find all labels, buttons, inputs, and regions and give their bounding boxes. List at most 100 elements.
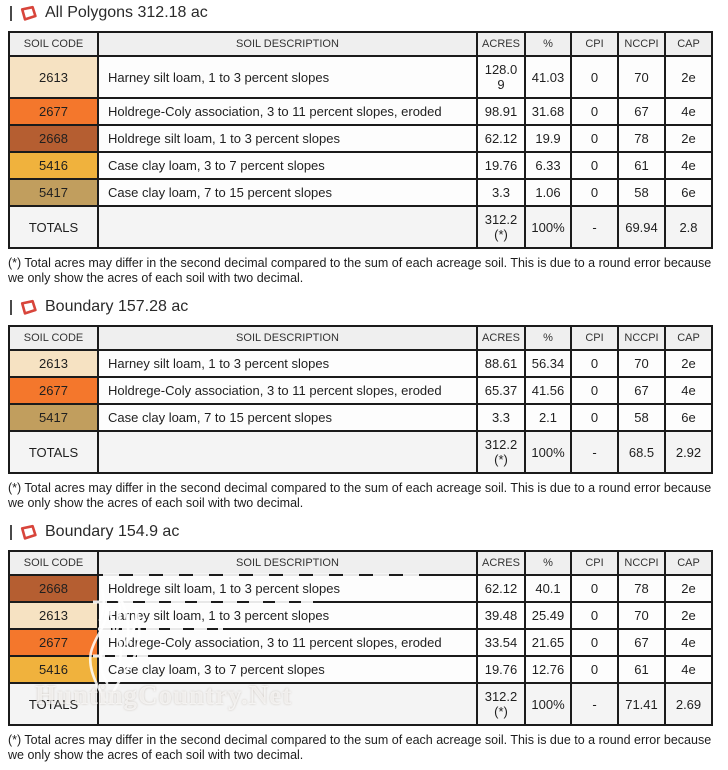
- totals-empty-cell: [97, 430, 478, 474]
- column-header-soil-code: SOIL CODE: [8, 325, 99, 351]
- cpi-cell: 0: [570, 655, 619, 684]
- column-header-percent: %: [524, 325, 572, 351]
- polygon-icon: [19, 5, 38, 22]
- cap-cell: 4e: [664, 376, 713, 405]
- nccpi-cell: 58: [617, 403, 666, 432]
- totals-acres-cell: 312.2(*): [476, 430, 526, 474]
- cpi-cell: 0: [570, 574, 619, 603]
- nccpi-cell: 70: [617, 601, 666, 630]
- totals-acres-cell: 312.2(*): [476, 205, 526, 249]
- acres-cell: 3.3: [476, 403, 526, 432]
- cpi-cell: 0: [570, 124, 619, 153]
- header-row: SOIL CODE SOIL DESCRIPTION ACRES% CPI NCCPI C…: [8, 325, 713, 351]
- acres-cell: 65.37: [476, 376, 526, 405]
- section-title-boundary-157: Boundary 157.28 ac: [10, 298, 720, 316]
- cap-cell: 2e: [664, 601, 713, 630]
- column-header-cap: CAP: [664, 31, 713, 57]
- totals-percent-cell: 100%: [524, 430, 572, 474]
- soil-description-cell: Holdrege-Coly association, 3 to 11 perce…: [97, 628, 478, 657]
- column-header-nccpi: NCCPI: [617, 31, 666, 57]
- percent-cell: 21.65: [524, 628, 572, 657]
- soil-row: 2668 Holdrege silt loam, 1 to 3 percent s…: [8, 574, 713, 603]
- soil-code-cell: 2677: [8, 97, 99, 126]
- column-header-nccpi: NCCPI: [617, 325, 666, 351]
- soil-code-cell: 2668: [8, 574, 99, 603]
- percent-cell: 41.03: [524, 55, 572, 99]
- totals-cpi-cell: -: [570, 430, 619, 474]
- column-header-soil-code: SOIL CODE: [8, 31, 99, 57]
- percent-cell: 31.68: [524, 97, 572, 126]
- totals-cap-cell: 2.92: [664, 430, 713, 474]
- table-watermark-wrapper: SOIL CODE SOIL DESCRIPTION ACRES% CPI NCCPI C…: [8, 550, 713, 726]
- soil-row: 2613 Harney silt loam, 1 to 3 percent slo…: [8, 601, 713, 630]
- acres-cell: 33.54: [476, 628, 526, 657]
- totals-cap-cell: 2.69: [664, 682, 713, 726]
- acres-cell: 19.76: [476, 151, 526, 180]
- column-header-cpi: CPI: [570, 31, 619, 57]
- column-header-percent: %: [524, 550, 572, 576]
- column-header-cpi: CPI: [570, 550, 619, 576]
- cap-cell: 2e: [664, 349, 713, 378]
- totals-nccpi-cell: 71.41: [617, 682, 666, 726]
- soil-row: 2677 Holdrege-Coly association, 3 to 11 p…: [8, 376, 713, 405]
- soil-table: SOIL CODE SOIL DESCRIPTION ACRES% CPI NCCPI C…: [8, 325, 713, 474]
- acres-cell: 19.76: [476, 655, 526, 684]
- cpi-cell: 0: [570, 376, 619, 405]
- acres-cell: 88.61: [476, 349, 526, 378]
- totals-acres-cell: 312.2(*): [476, 682, 526, 726]
- totals-empty-cell: [97, 682, 478, 726]
- soil-code-cell: 2677: [8, 628, 99, 657]
- soil-row: 2677 Holdrege-Coly association, 3 to 11 p…: [8, 97, 713, 126]
- nccpi-cell: 67: [617, 628, 666, 657]
- percent-cell: 1.06: [524, 178, 572, 207]
- soil-row: 5416 Case clay loam, 3 to 7 percent slope…: [8, 151, 713, 180]
- soil-description-cell: Harney silt loam, 1 to 3 percent slopes: [97, 349, 478, 378]
- soil-description-cell: Harney silt loam, 1 to 3 percent slopes: [97, 601, 478, 630]
- title-divider: [10, 299, 12, 315]
- soil-row: 5416 Case clay loam, 3 to 7 percent slope…: [8, 655, 713, 684]
- soil-description-cell: Holdrege-Coly association, 3 to 11 perce…: [97, 376, 478, 405]
- footnote: (*) Total acres may differ in the second…: [8, 256, 712, 285]
- polygon-icon: [19, 299, 38, 316]
- soil-description-cell: Holdrege silt loam, 1 to 3 percent slope…: [97, 574, 478, 603]
- section-title-all-polygons: All Polygons 312.18 ac: [10, 4, 720, 22]
- cap-cell: 4e: [664, 655, 713, 684]
- cpi-cell: 0: [570, 628, 619, 657]
- soil-row: 2613 Harney silt loam, 1 to 3 percent slo…: [8, 349, 713, 378]
- soil-table: SOIL CODE SOIL DESCRIPTION ACRES% CPI NCCPI C…: [8, 550, 713, 726]
- column-header-acres: ACRES: [476, 325, 526, 351]
- totals-cpi-cell: -: [570, 205, 619, 249]
- percent-cell: 2.1: [524, 403, 572, 432]
- column-header-soil-description: SOIL DESCRIPTION: [97, 325, 478, 351]
- totals-label-cell: TOTALS: [8, 205, 99, 249]
- cap-cell: 2e: [664, 574, 713, 603]
- cpi-cell: 0: [570, 151, 619, 180]
- soil-description-cell: Harney silt loam, 1 to 3 percent slopes: [97, 55, 478, 99]
- soil-row: 2677 Holdrege-Coly association, 3 to 11 p…: [8, 628, 713, 657]
- column-header-percent: %: [524, 31, 572, 57]
- soil-code-cell: 2668: [8, 124, 99, 153]
- cpi-cell: 0: [570, 55, 619, 99]
- nccpi-cell: 58: [617, 178, 666, 207]
- nccpi-cell: 61: [617, 655, 666, 684]
- soil-code-cell: 5417: [8, 178, 99, 207]
- totals-label-cell: TOTALS: [8, 682, 99, 726]
- nccpi-cell: 67: [617, 376, 666, 405]
- section-title-text: Boundary 157.28 ac: [45, 298, 189, 315]
- cpi-cell: 0: [570, 601, 619, 630]
- percent-cell: 40.1: [524, 574, 572, 603]
- column-header-cap: CAP: [664, 550, 713, 576]
- soil-row: 5417 Case clay loam, 7 to 15 percent slop…: [8, 178, 713, 207]
- nccpi-cell: 67: [617, 97, 666, 126]
- cpi-cell: 0: [570, 349, 619, 378]
- column-header-soil-description: SOIL DESCRIPTION: [97, 31, 478, 57]
- nccpi-cell: 78: [617, 124, 666, 153]
- acres-cell: 98.91: [476, 97, 526, 126]
- soil-description-cell: Case clay loam, 3 to 7 percent slopes: [97, 151, 478, 180]
- cap-cell: 6e: [664, 403, 713, 432]
- header-row: SOIL CODE SOIL DESCRIPTION ACRES% CPI NCCPI C…: [8, 550, 713, 576]
- soil-row: 5417 Case clay loam, 7 to 15 percent slop…: [8, 403, 713, 432]
- title-divider: [10, 524, 12, 540]
- soil-code-cell: 5416: [8, 151, 99, 180]
